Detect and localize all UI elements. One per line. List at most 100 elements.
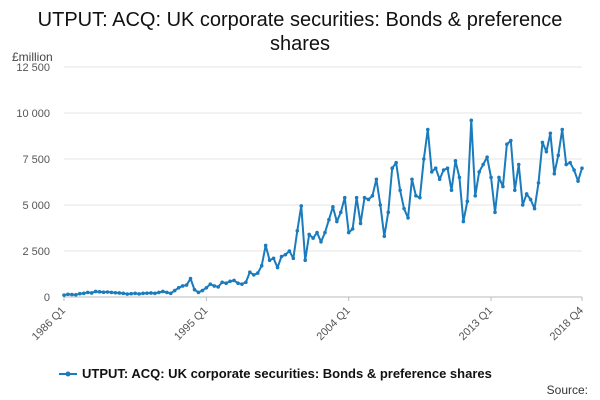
data-point: [89, 291, 94, 295]
source-label: Source:: [547, 383, 588, 397]
data-point: [109, 290, 114, 295]
data-point: [216, 285, 221, 289]
data-point: [101, 290, 106, 295]
data-point: [315, 230, 319, 235]
y-tick-label: 0: [44, 292, 50, 304]
data-point: [370, 194, 375, 198]
data-point: [240, 282, 244, 286]
data-point: [493, 210, 497, 215]
data-point: [331, 205, 335, 209]
data-point: [271, 256, 276, 261]
data-point: [342, 195, 347, 200]
data-point: [311, 236, 315, 240]
data-point: [180, 284, 185, 288]
series-layer: [62, 118, 584, 297]
data-point: [552, 171, 557, 176]
data-point: [422, 157, 426, 161]
data-point: [232, 278, 236, 283]
data-point: [520, 203, 525, 207]
series-line: [63, 119, 583, 297]
data-point: [580, 166, 584, 170]
data-point: [489, 175, 493, 180]
data-point: [165, 290, 169, 295]
data-point: [477, 170, 481, 174]
data-point: [291, 256, 296, 261]
data-point: [279, 254, 284, 259]
data-point: [161, 289, 165, 294]
data-point: [267, 258, 272, 263]
data-point: [184, 283, 189, 287]
data-point: [414, 194, 418, 198]
data-point: [208, 282, 213, 286]
data-point: [560, 127, 565, 132]
chart-title: UTPUT: ACQ: UK corporate securities: Bon…: [38, 9, 563, 55]
data-point: [220, 280, 224, 285]
data-point: [509, 138, 513, 143]
data-point: [354, 195, 359, 200]
data-point: [335, 219, 339, 224]
data-point: [406, 216, 410, 220]
data-point: [512, 188, 517, 193]
data-point: [275, 265, 280, 270]
data-point: [188, 276, 193, 281]
data-point: [469, 118, 474, 123]
y-axis-tick-labels: 0 2 500 5 000 7 500 10 000 12 500: [16, 62, 50, 304]
legend-swatch-marker: [65, 371, 71, 377]
data-point: [556, 153, 561, 158]
data-point: [117, 291, 122, 295]
data-point: [544, 149, 549, 154]
data-point: [378, 203, 383, 207]
data-point: [259, 263, 264, 268]
data-point: [129, 291, 134, 296]
data-point: [501, 184, 505, 189]
x-tick-label: 2013 Q1: [457, 305, 495, 343]
data-point: [374, 177, 379, 182]
data-point: [572, 168, 576, 172]
data-point: [263, 243, 268, 248]
data-point: [338, 210, 343, 215]
data-point: [105, 290, 110, 294]
data-point: [402, 206, 406, 211]
data-point: [78, 291, 82, 296]
data-point: [473, 194, 478, 198]
data-point: [497, 175, 501, 180]
data-point: [524, 192, 529, 196]
data-point: [465, 199, 470, 204]
data-point: [429, 170, 434, 174]
data-point: [516, 162, 521, 167]
legend: UTPUT: ACQ: UK corporate securities: Bon…: [59, 366, 492, 381]
legend-label: UTPUT: ACQ: UK corporate securities: Bon…: [82, 366, 492, 381]
data-point: [113, 290, 118, 295]
data-point: [441, 168, 446, 172]
data-point: [327, 217, 331, 222]
data-point: [192, 287, 197, 292]
data-point: [74, 292, 78, 297]
data-point: [70, 292, 74, 297]
data-point: [283, 252, 288, 257]
data-point: [536, 181, 541, 185]
data-point: [433, 166, 438, 170]
data-point: [295, 228, 300, 233]
data-point: [157, 290, 161, 295]
data-point: [204, 286, 209, 290]
data-point: [425, 127, 430, 132]
data-point: [548, 131, 553, 136]
data-point: [168, 291, 173, 296]
data-point: [81, 291, 86, 296]
data-point: [437, 177, 442, 182]
data-point: [176, 286, 181, 290]
data-point: [62, 293, 66, 297]
x-tick-label: 1995 Q1: [172, 305, 210, 343]
data-point: [505, 142, 509, 147]
data-point: [390, 166, 395, 170]
data-point: [248, 270, 252, 274]
data-point: [307, 232, 311, 237]
data-point: [255, 271, 260, 275]
data-point: [224, 281, 228, 286]
y-tick-label: 2 500: [22, 246, 50, 258]
data-point: [172, 288, 177, 293]
data-point: [398, 188, 402, 193]
data-point: [97, 290, 102, 294]
data-point: [362, 195, 367, 200]
data-point: [540, 140, 545, 145]
